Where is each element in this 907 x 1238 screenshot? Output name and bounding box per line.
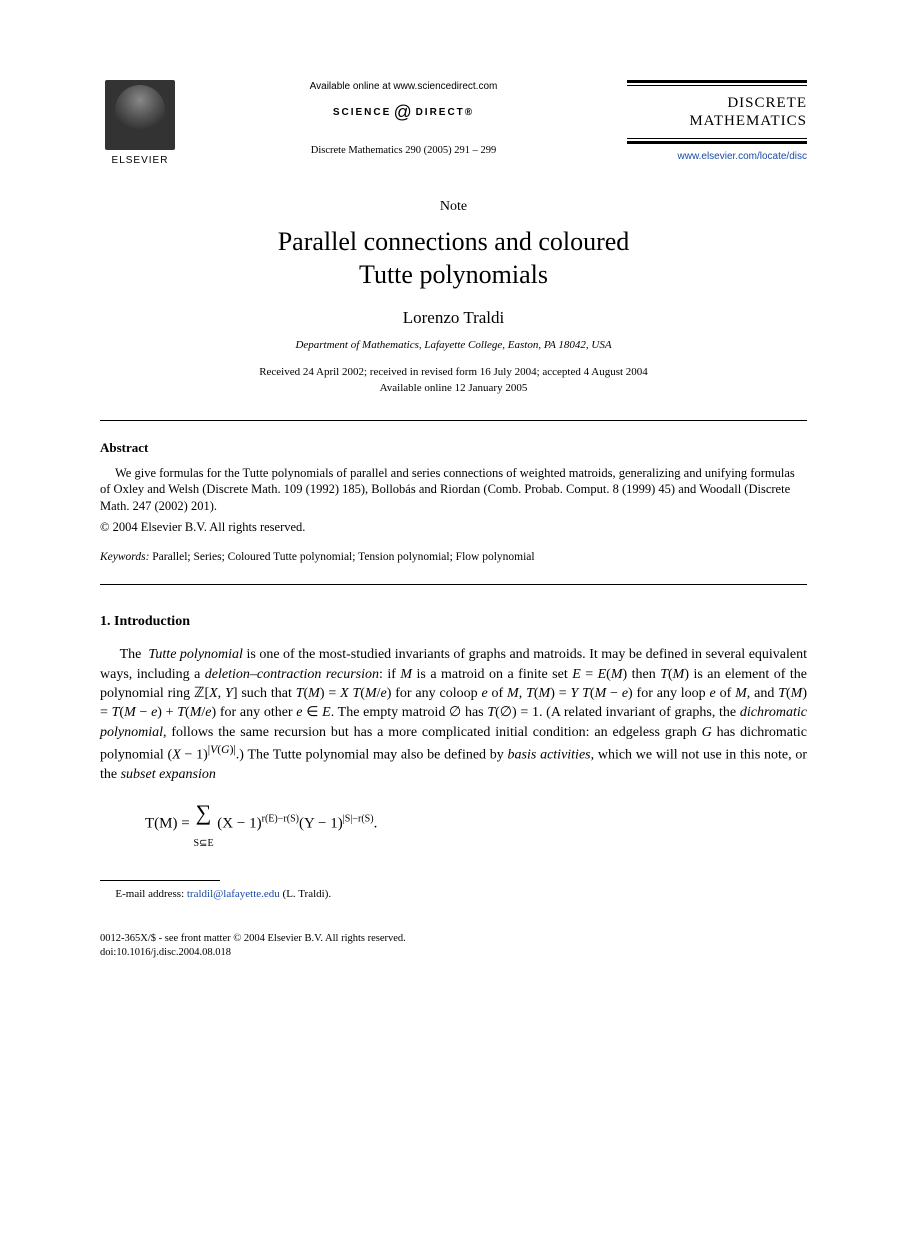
footer-copyright: 0012-365X/$ - see front matter © 2004 El…: [100, 932, 807, 946]
article-dates: Received 24 April 2002; received in revi…: [100, 365, 807, 396]
journal-url-link[interactable]: www.elsevier.com/locate/disc: [627, 150, 807, 164]
dates-line1: Received 24 April 2002; received in revi…: [259, 366, 648, 378]
available-online-text: Available online at www.sciencedirect.co…: [200, 80, 607, 94]
sciencedirect-at-icon: @: [393, 100, 413, 124]
horizontal-rule: [100, 420, 807, 421]
note-label: Note: [100, 198, 807, 217]
footnote-rule: [100, 880, 220, 881]
publisher-logo: ELSEVIER: [100, 80, 180, 168]
author-name: Lorenzo Traldi: [100, 307, 807, 330]
journal-title-box: DISCRETE MATHEMATICS www.elsevier.com/lo…: [627, 80, 807, 164]
intro-paragraph: The Tutte polynomial is one of the most-…: [100, 645, 807, 784]
rule-decoration: [627, 80, 807, 86]
header-center: Available online at www.sciencedirect.co…: [180, 80, 627, 158]
title-line2: Tutte polynomials: [359, 260, 548, 289]
abstract-body: We give formulas for the Tutte polynomia…: [100, 465, 807, 516]
sciencedirect-right: DIRECT®: [416, 106, 475, 117]
horizontal-rule: [100, 584, 807, 585]
keywords-label: Keywords:: [100, 551, 149, 563]
subset-expansion-equation: T(M) = ∑S⊆E (X − 1)r(E)−r(S)(Y − 1)|S|−r…: [145, 798, 807, 850]
sciencedirect-left: SCIENCE: [333, 106, 391, 117]
author-affiliation: Department of Mathematics, Lafayette Col…: [100, 338, 807, 353]
page-footer: 0012-365X/$ - see front matter © 2004 El…: [100, 932, 807, 959]
paper-title: Parallel connections and coloured Tutte …: [100, 226, 807, 291]
abstract-copyright: © 2004 Elsevier B.V. All rights reserved…: [100, 519, 807, 536]
journal-name-line1: DISCRETE: [727, 95, 807, 111]
journal-name: DISCRETE MATHEMATICS: [627, 94, 807, 130]
section-heading: 1. Introduction: [100, 613, 807, 632]
paper-header: ELSEVIER Available online at www.science…: [100, 80, 807, 168]
journal-name-line2: MATHEMATICS: [689, 113, 807, 129]
dates-line2: Available online 12 January 2005: [380, 382, 528, 394]
email-footnote: E-mail address: traldil@lafayette.edu (L…: [100, 887, 807, 902]
rule-decoration: [627, 138, 807, 144]
journal-reference: Discrete Mathematics 290 (2005) 291 – 29…: [200, 144, 607, 158]
footer-doi: doi:10.1016/j.disc.2004.08.018: [100, 946, 807, 960]
keywords-list: Parallel; Series; Coloured Tutte polynom…: [149, 551, 534, 563]
keywords: Keywords: Parallel; Series; Coloured Tut…: [100, 550, 807, 566]
footnote-name: (L. Traldi).: [280, 888, 331, 900]
sciencedirect-logo: SCIENCE@DIRECT®: [200, 100, 607, 124]
footnote-label: E-mail address:: [115, 888, 184, 900]
publisher-name: ELSEVIER: [112, 154, 169, 168]
elsevier-tree-icon: [105, 80, 175, 150]
author-email-link[interactable]: traldil@lafayette.edu: [187, 888, 280, 900]
title-line1: Parallel connections and coloured: [278, 227, 630, 256]
abstract-heading: Abstract: [100, 439, 807, 457]
